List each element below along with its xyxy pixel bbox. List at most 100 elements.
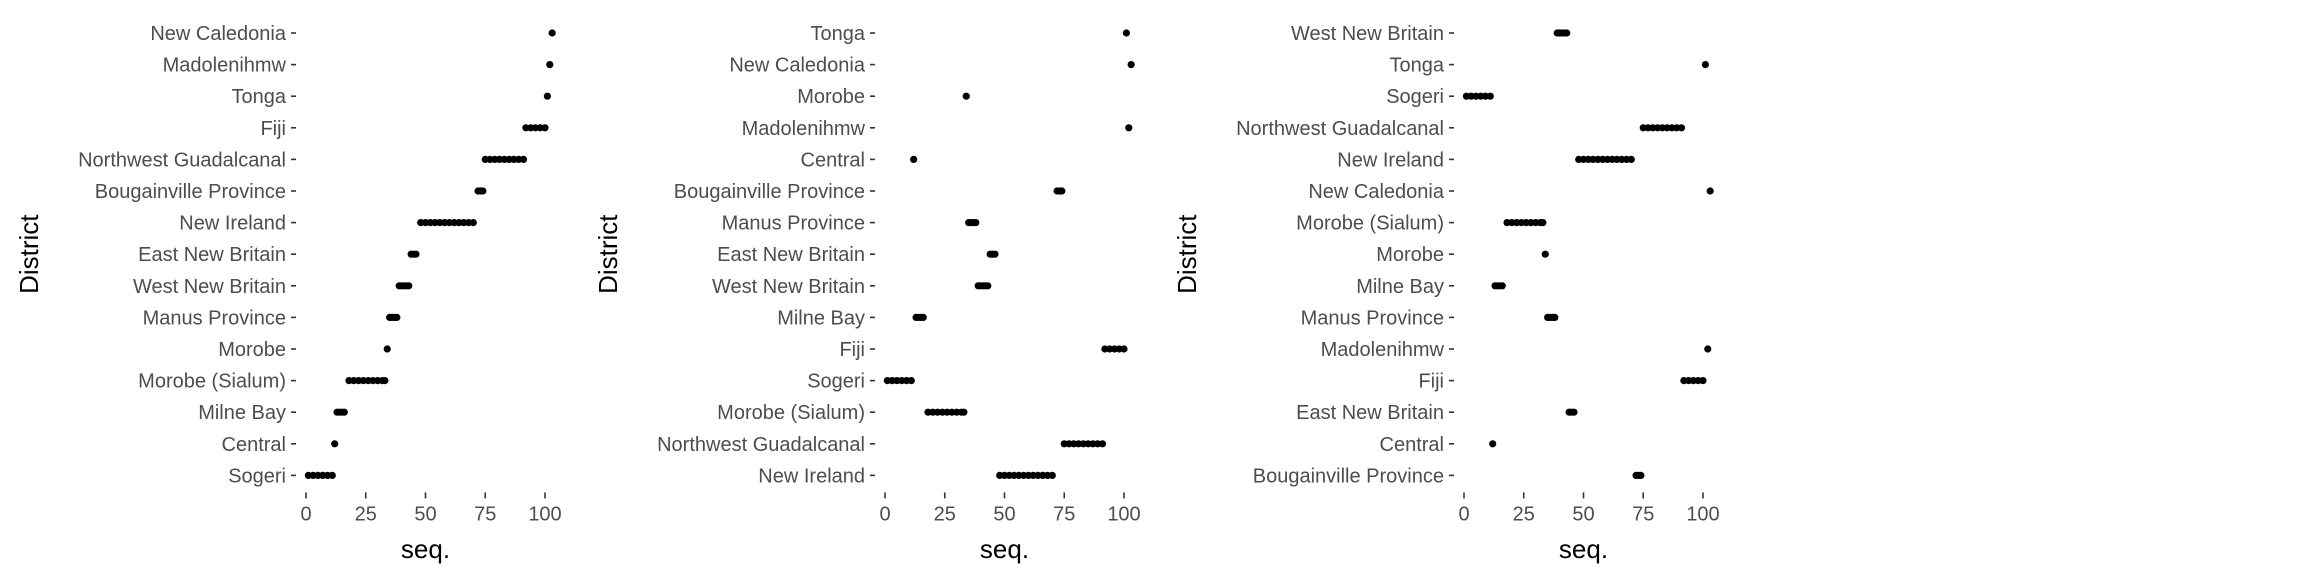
y-tick-label: East New Britain (717, 244, 865, 266)
y-tick-label: Fiji (1418, 371, 1444, 393)
x-tick-label: 100 (1686, 503, 1719, 525)
data-point (1699, 377, 1707, 385)
y-tick-label: Central (1380, 434, 1444, 456)
y-tick-label: Milne Bay (198, 402, 286, 424)
y-tick-label: Tonga (232, 86, 287, 108)
data-point (1489, 440, 1497, 448)
data-point (1563, 29, 1571, 37)
y-tick-label: Morobe (1376, 244, 1444, 266)
x-tick-label: 50 (414, 503, 436, 525)
y-tick-label: New Caledonia (150, 23, 287, 45)
y-tick-label: New Caledonia (729, 55, 866, 77)
chart-panel-2: Tonga New Caledonia Morobe Madolenihmw Centr… (593, 23, 1141, 564)
data-point (331, 440, 339, 448)
y-tick-label: Morobe (Sialum) (717, 402, 865, 424)
y-tick-label: Northwest Guadalcanal (657, 434, 865, 456)
x-axis-title: seq. (401, 534, 450, 564)
y-tick-label: Manus Province (722, 213, 865, 235)
y-tick-label: Tonga (811, 23, 866, 45)
data-point (1048, 471, 1056, 479)
x-tick-label: 75 (1053, 503, 1075, 525)
y-tick-label: Central (222, 434, 286, 456)
y-tick-label: Manus Province (1301, 307, 1444, 329)
y-tick-label: West New Britain (1291, 23, 1444, 45)
y-tick-label: West New Britain (133, 276, 286, 298)
x-axis-title: seq. (980, 534, 1029, 564)
data-point (1706, 187, 1714, 195)
y-tick-label: Morobe (218, 339, 286, 361)
y-tick-label: East New Britain (138, 244, 286, 266)
y-tick-label: Madolenihmw (742, 118, 866, 140)
y-tick-label: Sogeri (1386, 86, 1444, 108)
data-point (1486, 92, 1494, 100)
x-tick-label: 25 (1513, 503, 1535, 525)
y-tick-label: Morobe (Sialum) (1296, 213, 1444, 235)
data-point (543, 92, 551, 100)
data-point (381, 377, 389, 385)
data-point (412, 250, 420, 258)
x-axis-title: seq. (1559, 534, 1608, 564)
y-tick-label: Central (801, 149, 865, 171)
data-point (1125, 124, 1133, 132)
data-point (1551, 313, 1559, 321)
data-point (1058, 187, 1066, 195)
data-point (519, 155, 528, 163)
x-tick-label: 25 (934, 503, 956, 525)
data-point (1701, 61, 1709, 69)
data-point (1677, 124, 1686, 132)
x-tick-label: 50 (1572, 503, 1594, 525)
data-point (1539, 219, 1547, 227)
data-point (1120, 345, 1128, 353)
x-tick-label: 0 (879, 503, 890, 525)
x-tick-label: 100 (1107, 503, 1140, 525)
y-tick-label: Morobe (797, 86, 865, 108)
y-axis-title: District (593, 214, 623, 294)
y-tick-label: Milne Bay (777, 307, 865, 329)
x-tick-label: 0 (1458, 503, 1469, 525)
data-point (1704, 345, 1712, 353)
data-point (910, 155, 918, 163)
y-tick-label: New Ireland (1337, 149, 1444, 171)
data-point (548, 29, 556, 37)
data-point (984, 282, 992, 290)
data-point (1541, 250, 1549, 258)
y-tick-label: New Caledonia (1308, 181, 1445, 203)
chart-panel-3: West New Britain Tonga Sogeri Northwest Gua… (1172, 23, 1720, 564)
data-point (1570, 408, 1578, 416)
y-tick-label: Madolenihmw (1321, 339, 1445, 361)
x-tick-label: 0 (300, 503, 311, 525)
y-tick-label: Morobe (Sialum) (138, 371, 286, 393)
data-point (541, 124, 549, 132)
data-point (991, 250, 999, 258)
y-tick-label: Bougainville Province (674, 181, 865, 203)
data-point (1498, 282, 1506, 290)
y-tick-label: Bougainville Province (1253, 465, 1444, 487)
y-tick-label: New Ireland (179, 213, 286, 235)
x-tick-label: 75 (474, 503, 496, 525)
data-point (1098, 440, 1107, 448)
x-tick-label: 100 (528, 503, 561, 525)
y-tick-label: Fiji (839, 339, 865, 361)
y-tick-label: Sogeri (807, 371, 865, 393)
x-tick-label: 25 (355, 503, 377, 525)
x-tick-label: 50 (993, 503, 1015, 525)
y-tick-label: East New Britain (1296, 402, 1444, 424)
data-point (1627, 155, 1635, 163)
y-tick-label: Madolenihmw (163, 55, 287, 77)
y-tick-label: Northwest Guadalcanal (1236, 118, 1444, 140)
data-point (962, 92, 970, 100)
data-point (469, 219, 477, 227)
y-axis-title: District (14, 214, 44, 294)
data-point (405, 282, 413, 290)
y-tick-label: Sogeri (228, 465, 286, 487)
y-tick-label: Tonga (1390, 55, 1445, 77)
data-point (328, 471, 336, 479)
x-tick-label: 75 (1632, 503, 1654, 525)
data-point (919, 313, 927, 321)
chart-panel-1: New Caledonia Madolenihmw Tonga Fiji Northwe… (14, 23, 562, 564)
data-point (1122, 29, 1130, 37)
y-tick-label: Bougainville Province (95, 181, 286, 203)
y-tick-label: Northwest Guadalcanal (78, 149, 286, 171)
y-tick-label: Fiji (260, 118, 286, 140)
